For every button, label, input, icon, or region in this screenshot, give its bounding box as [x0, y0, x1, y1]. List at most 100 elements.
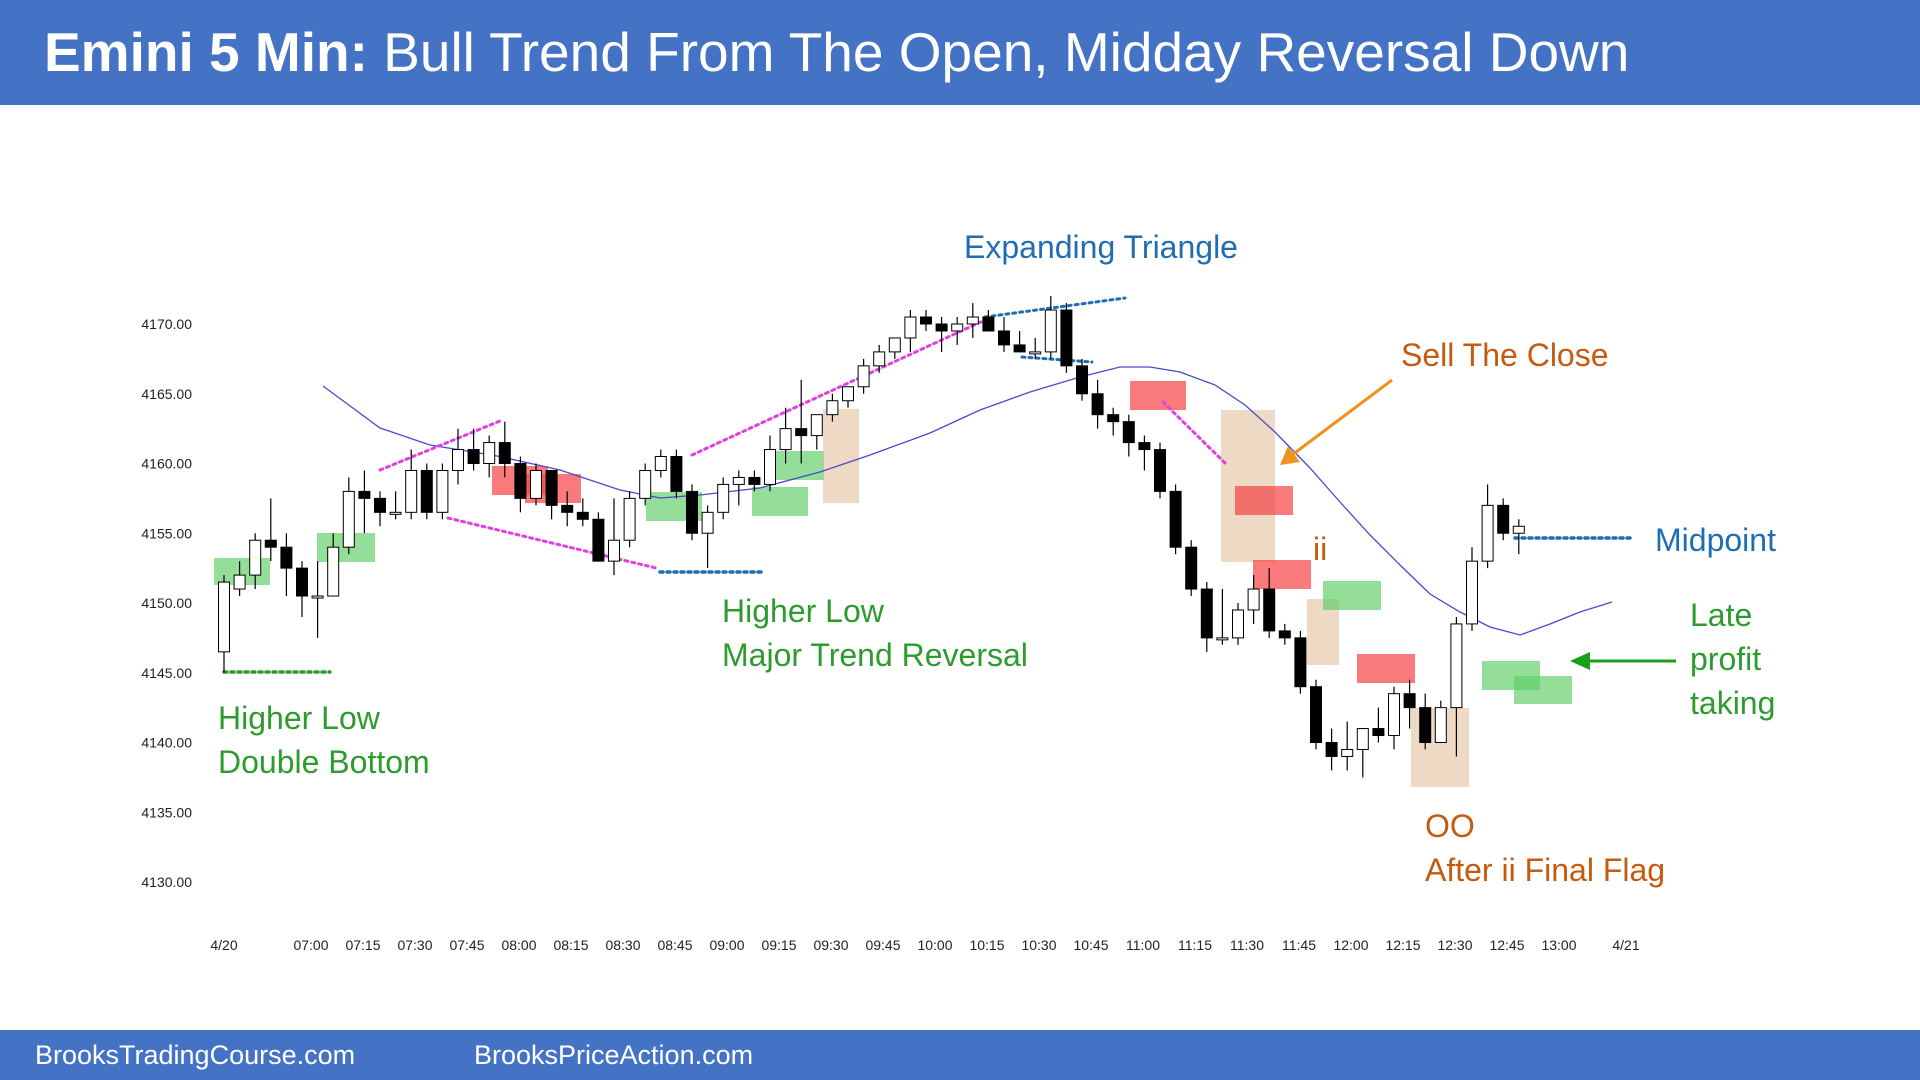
y-tick-label: 4135.00 [141, 804, 192, 820]
candle-bear [1013, 344, 1026, 353]
x-tick-label: 09:00 [709, 937, 744, 953]
candle-bull [342, 490, 355, 548]
y-tick-label: 4130.00 [141, 874, 192, 890]
footer-right-link[interactable]: BrooksPriceAction.com [474, 1040, 754, 1070]
x-tick-label: 08:00 [501, 937, 536, 953]
expanding-triangle-label: Expanding Triangle [964, 229, 1238, 265]
candle-bear [1138, 442, 1151, 451]
candle-bull [1044, 309, 1057, 353]
footer-banner: BrooksTradingCourse.com BrooksPriceActio… [0, 1030, 1920, 1080]
x-tick-label: 11:45 [1282, 937, 1316, 953]
candle-bull [826, 400, 839, 416]
candle-bear [280, 546, 293, 569]
candle-bull [701, 511, 714, 534]
candle-bear [545, 469, 558, 506]
candle-bull [639, 469, 652, 499]
candle-bull [1216, 637, 1229, 641]
candle-bull [218, 581, 230, 653]
x-tick-label: 09:45 [865, 937, 900, 953]
candle-bear [1060, 309, 1073, 367]
candle-bull [1356, 728, 1369, 750]
candle-bull [249, 539, 262, 576]
candle-bear [358, 490, 371, 499]
candle-bull [732, 476, 745, 485]
late-profit-line2: profit [1690, 641, 1762, 677]
candlestick-chart: 4170.00 4165.00 4160.00 4155.00 4150.00 4145.… [141, 296, 1676, 953]
candle-bear [296, 567, 308, 597]
candle-bear [1169, 490, 1182, 548]
footer-left-link[interactable]: BrooksTradingCourse.com [35, 1040, 356, 1070]
candle-bull [779, 428, 792, 451]
candle-bull [1512, 525, 1525, 534]
candle-bull [717, 483, 730, 513]
candle-bull [311, 595, 324, 599]
expanding-triangle-top-line [983, 296, 1127, 319]
late-profit-line3: taking [1690, 685, 1776, 721]
buy-signal-box [752, 487, 808, 516]
candle-bull [810, 414, 823, 437]
candle-bear [1419, 707, 1432, 743]
late-profit-label: Late profit taking [1690, 593, 1775, 725]
candle-bull [857, 365, 870, 388]
x-tick-label: 12:15 [1385, 937, 1420, 953]
candle-bear [1294, 637, 1307, 688]
expanding-triangle-bottom-line [1020, 355, 1094, 364]
mtr-line2: Major Trend Reversal [722, 637, 1028, 673]
channel-top-line [690, 318, 987, 457]
x-tick-label: 12:45 [1489, 937, 1524, 953]
candle-bear [514, 463, 527, 499]
candle-bear [1310, 686, 1322, 744]
title-rest: Bull Trend From The Open, Midday Reversa… [367, 21, 1630, 83]
midpoint-label: Midpoint [1655, 522, 1776, 558]
candle-bull [966, 316, 979, 325]
context-bar-box [823, 409, 859, 503]
candle-bear [1107, 414, 1120, 423]
oo-line2: After ii Final Flag [1425, 852, 1666, 888]
y-tick-label: 4140.00 [141, 735, 192, 751]
sell-signal-box [1130, 381, 1186, 410]
candle-bull [405, 469, 418, 513]
candle-bear [1091, 393, 1104, 416]
page-title: Emini 5 Min: Bull Trend From The Open, M… [44, 16, 1629, 88]
x-tick-label: 10:30 [1021, 937, 1056, 953]
candle-bull [530, 469, 542, 499]
candle-bear [592, 518, 605, 562]
candle-bull [888, 337, 901, 353]
candle-bull [1029, 351, 1042, 355]
title-bold: Emini 5 Min: [44, 21, 368, 83]
ii-label: ii [1313, 531, 1328, 567]
candle-bear [467, 449, 480, 464]
candle-bear [264, 539, 277, 548]
x-tick-label: 4/21 [1612, 937, 1639, 953]
higher-low-line1: Higher Low [218, 700, 380, 736]
wedge-top-line [378, 419, 502, 472]
y-tick-label: 4165.00 [141, 386, 192, 402]
x-tick-label: 09:30 [813, 937, 848, 953]
sell-the-close-label: Sell The Close [1401, 337, 1609, 373]
candle-bear [1122, 421, 1135, 444]
wedge-bottom-line [446, 516, 658, 570]
candle-bull [1341, 748, 1354, 757]
x-tick-label: 08:45 [657, 937, 692, 953]
buy-signal-box [1514, 676, 1572, 704]
x-tick-label: 11:30 [1230, 937, 1264, 953]
candle-bull [1434, 707, 1447, 743]
higher-low-line2: Double Bottom [218, 744, 430, 780]
candle-bear [748, 476, 761, 485]
y-tick-label: 4145.00 [141, 665, 192, 681]
candle-bull [904, 316, 917, 339]
candle-bull [623, 497, 636, 541]
candle-bull [233, 574, 246, 590]
title-banner: Emini 5 Min: Bull Trend From The Open, M… [0, 0, 1920, 105]
higher-low-double-bottom-label: Higher Low Double Bottom [218, 696, 430, 784]
x-tick-label: 08:15 [553, 937, 588, 953]
micro-channel-line [1161, 400, 1227, 465]
major-trend-reversal-label: Higher Low Major Trend Reversal [722, 589, 1028, 677]
candles [218, 296, 1525, 778]
candle-bear [670, 456, 683, 492]
x-tick-label: 12:30 [1437, 937, 1472, 953]
y-tick-label: 4155.00 [141, 525, 192, 541]
candle-bear [935, 323, 948, 332]
candle-bull [873, 351, 886, 367]
candle-bear [1263, 588, 1276, 632]
